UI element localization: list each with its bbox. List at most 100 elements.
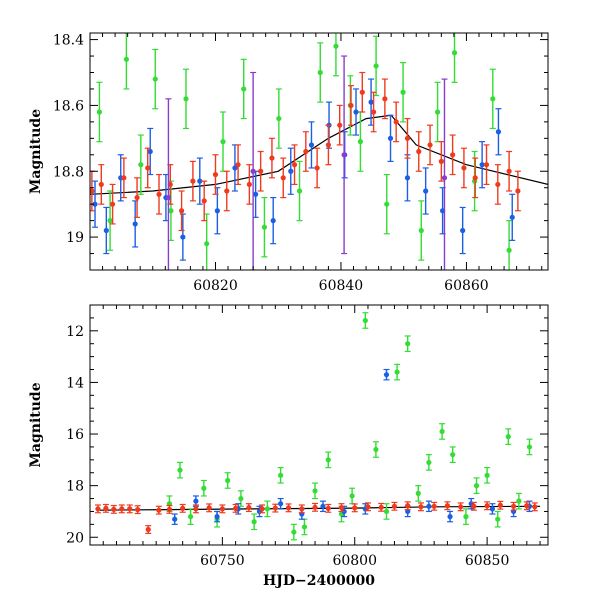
red-data-point xyxy=(364,502,371,512)
red-data-point xyxy=(201,180,208,222)
top-panel-frame xyxy=(89,32,549,271)
red-data-point xyxy=(484,501,491,511)
green-data-point xyxy=(264,500,271,518)
blue-data-point xyxy=(459,206,466,255)
red-data-point xyxy=(166,504,173,514)
green-data-point xyxy=(152,48,159,110)
red-data-point xyxy=(381,78,388,120)
red-data-point xyxy=(404,117,411,159)
bottom-panel: 60750 60800 60850 12 14 16 18 20 Magnitude HJD−… xyxy=(28,304,549,589)
green-data-point xyxy=(301,518,308,536)
x-tick-label: 60860 xyxy=(444,278,489,294)
top-panel-ylabel: Magnitude xyxy=(28,109,44,194)
blue-data-point xyxy=(368,78,375,126)
red-data-point xyxy=(189,160,196,202)
green-data-point xyxy=(290,523,297,541)
red-data-point xyxy=(444,501,451,511)
green-data-point xyxy=(107,190,114,251)
red-data-point xyxy=(272,503,279,513)
red-data-point xyxy=(102,503,109,513)
green-data-point xyxy=(415,485,422,502)
blue-data-point xyxy=(179,213,186,261)
y-tick-label: 20 xyxy=(66,530,84,546)
red-data-point xyxy=(523,501,530,511)
red-data-point xyxy=(351,503,358,513)
top-panel-plot-area xyxy=(90,33,548,270)
blue-data-point xyxy=(319,500,326,513)
green-data-point xyxy=(494,510,501,528)
purple-data-point xyxy=(165,98,172,270)
y-tick-label: 18.8 xyxy=(53,164,84,180)
red-data-point xyxy=(94,504,101,514)
y-tick-label: 19 xyxy=(66,230,84,246)
blue-data-point xyxy=(509,193,516,241)
y-tick-label: 14 xyxy=(66,375,84,391)
green-data-point xyxy=(449,446,456,464)
red-data-point xyxy=(449,134,456,176)
green-data-point xyxy=(240,58,247,120)
red-data-point xyxy=(219,504,226,514)
green-data-point xyxy=(200,479,207,497)
red-data-point xyxy=(120,157,127,199)
blue-data-point xyxy=(353,88,360,136)
green-data-point xyxy=(362,312,369,329)
red-data-point xyxy=(347,85,354,126)
red-data-point xyxy=(470,501,477,511)
purple-data-point xyxy=(341,55,348,255)
x-tick-label: 60840 xyxy=(319,278,364,294)
green-data-point xyxy=(515,492,522,510)
green-data-point xyxy=(439,423,446,440)
green-data-point xyxy=(505,428,512,445)
red-data-point xyxy=(145,525,152,534)
red-data-point xyxy=(494,164,501,205)
green-data-point xyxy=(325,451,332,469)
purple-data-point xyxy=(441,78,448,270)
green-data-point xyxy=(332,33,339,77)
bottom-panel-axis-ticks: 60750 60800 60850 12 14 16 18 20 xyxy=(66,304,548,569)
red-data-point xyxy=(285,503,292,513)
bottom-panel-xlabel: HJD−2400000 xyxy=(263,573,375,589)
red-data-point xyxy=(417,502,424,512)
green-data-point xyxy=(394,363,401,381)
green-data-point xyxy=(451,33,458,83)
red-data-point xyxy=(431,501,438,511)
red-data-point xyxy=(280,157,287,199)
red-data-point xyxy=(268,137,275,179)
blue-data-point xyxy=(103,206,110,255)
blue-data-point xyxy=(404,154,411,202)
red-data-point xyxy=(155,505,162,515)
red-data-point xyxy=(415,131,422,172)
red-data-point xyxy=(483,144,490,186)
red-data-point xyxy=(391,501,398,511)
red-data-point xyxy=(206,503,213,513)
green-data-point xyxy=(224,472,231,489)
red-data-point xyxy=(192,504,199,514)
blue-data-point xyxy=(92,180,99,228)
red-data-point xyxy=(246,164,253,205)
red-data-point xyxy=(336,104,343,146)
top-panel-axis-ticks: 60820 60840 60860 18.4 18.6 18.8 19 xyxy=(53,33,548,294)
red-data-point xyxy=(245,503,252,513)
red-data-point xyxy=(126,504,133,514)
green-data-point xyxy=(177,461,184,479)
red-data-point xyxy=(438,141,445,182)
blue-data-point xyxy=(308,121,315,169)
green-data-point xyxy=(349,487,356,505)
x-tick-label: 60850 xyxy=(465,553,510,569)
red-data-point xyxy=(314,147,321,189)
blue-data-point xyxy=(422,167,429,215)
y-tick-label: 16 xyxy=(66,427,84,443)
red-data-point xyxy=(370,91,377,133)
blue-data-point xyxy=(270,196,277,245)
red-data-point xyxy=(378,502,385,512)
red-data-point xyxy=(298,504,305,514)
green-data-point xyxy=(261,196,268,258)
bottom-panel-ylabel: Magnitude xyxy=(28,382,44,467)
red-data-point xyxy=(259,504,266,514)
red-data-point xyxy=(257,150,264,192)
green-data-point xyxy=(404,335,411,353)
blue-data-point xyxy=(425,500,432,513)
blue-data-point xyxy=(214,510,221,523)
red-data-point xyxy=(531,502,538,512)
